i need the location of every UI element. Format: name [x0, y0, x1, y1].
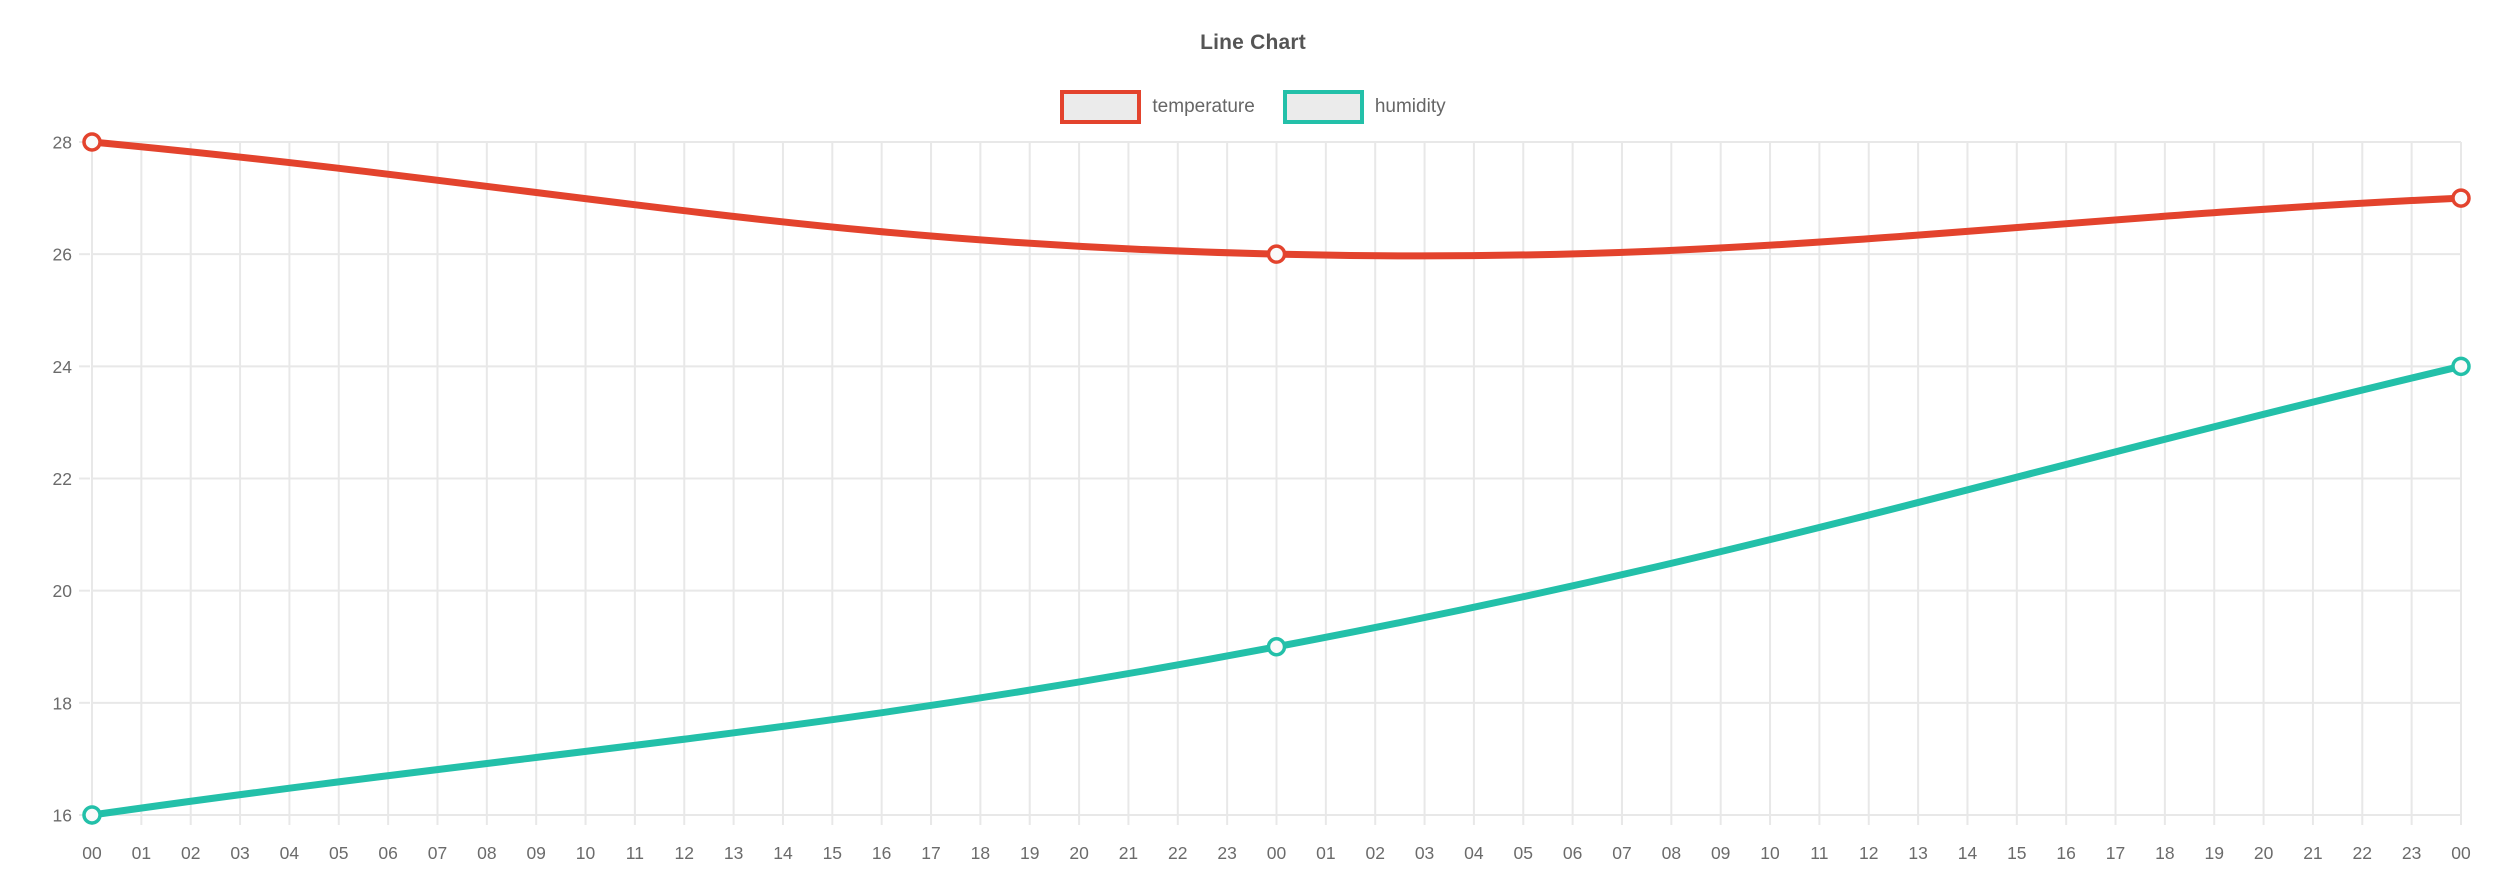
legend-label-temperature: temperature	[1152, 96, 1255, 117]
x-tick-label: 00	[1267, 843, 1287, 863]
x-tick-label: 20	[2254, 843, 2274, 863]
humidity-swatch	[1282, 90, 1364, 124]
temperature-point[interactable]	[2451, 188, 2471, 208]
x-tick-label: 17	[921, 843, 940, 863]
x-tick-label: 18	[971, 843, 990, 863]
x-tick-label: 07	[1612, 843, 1631, 863]
x-tick-label: 03	[230, 843, 249, 863]
legend-item-temperature[interactable]: temperature	[1060, 90, 1255, 124]
x-tick-label: 15	[2007, 843, 2026, 863]
x-tick-label: 21	[1119, 843, 1138, 863]
grid: 28 26 24 22 20 18 16 00 01 02 03 04 05 06 07 08 09 10 11 12…	[53, 133, 2471, 864]
legend-item-humidity[interactable]: humidity	[1282, 90, 1446, 124]
legend-label-humidity: humidity	[1374, 96, 1446, 117]
x-tick-label: 14	[773, 843, 793, 863]
y-tick-label: 28	[53, 133, 72, 153]
y-tick-label: 22	[53, 469, 72, 489]
y-tick-label: 16	[53, 806, 72, 826]
humidity-point[interactable]	[2451, 356, 2471, 377]
x-tick-label: 08	[1662, 843, 1681, 863]
y-tick-label: 26	[53, 245, 72, 265]
x-tick-label: 12	[1859, 843, 1878, 863]
x-tick-label: 00	[2451, 843, 2471, 863]
x-tick-label: 09	[526, 843, 545, 863]
x-tick-label: 06	[1563, 843, 1582, 863]
y-tick-label: 18	[53, 693, 72, 713]
x-tick-label: 14	[1958, 843, 1978, 863]
x-tick-label: 01	[1316, 843, 1335, 863]
humidity-point[interactable]	[82, 805, 102, 825]
x-tick-label: 04	[280, 843, 300, 863]
temperature-point[interactable]	[1266, 244, 1287, 264]
chart-legend: temperature humidity	[0, 90, 2506, 124]
x-tick-label: 13	[724, 843, 743, 863]
x-tick-label: 11	[1810, 843, 1828, 863]
x-tick-label: 23	[1217, 843, 1236, 863]
x-tick-label: 12	[675, 843, 694, 863]
x-tick-label: 16	[872, 843, 891, 863]
x-tick-label: 03	[1415, 843, 1434, 863]
x-tick-label: 23	[2402, 843, 2421, 863]
x-tick-label: 16	[2056, 843, 2075, 863]
x-tick-label: 05	[1514, 843, 1533, 863]
x-tick-label: 09	[1711, 843, 1730, 863]
x-tick-label: 11	[626, 843, 644, 863]
x-tick-label: 22	[2353, 843, 2372, 863]
x-tick-label: 15	[823, 843, 842, 863]
y-tick-label: 24	[53, 357, 73, 377]
x-tick-label: 01	[132, 843, 151, 863]
x-tick-label: 13	[1908, 843, 1927, 863]
x-tick-label: 21	[2303, 843, 2322, 863]
temperature-swatch	[1060, 90, 1142, 124]
x-tick-label: 04	[1464, 843, 1484, 863]
x-tick-label: 10	[576, 843, 596, 863]
x-tick-label: 05	[329, 843, 348, 863]
x-tick-label: 22	[1168, 843, 1187, 863]
humidity-point[interactable]	[1266, 637, 1287, 657]
x-tick-label: 02	[181, 843, 200, 863]
x-tick-label: 19	[1020, 843, 1039, 863]
x-tick-label: 07	[428, 843, 447, 863]
x-tick-label: 02	[1365, 843, 1384, 863]
x-tick-label: 17	[2106, 843, 2125, 863]
x-tick-label: 00	[82, 843, 102, 863]
x-tick-label: 19	[2204, 843, 2223, 863]
x-tick-label: 08	[477, 843, 496, 863]
chart-title: Line Chart	[1200, 31, 1306, 54]
x-tick-label: 20	[1069, 843, 1089, 863]
x-tick-label: 18	[2155, 843, 2174, 863]
x-tick-label: 10	[1760, 843, 1780, 863]
y-tick-label: 20	[53, 581, 73, 601]
x-tick-label: 06	[378, 843, 397, 863]
temperature-point[interactable]	[82, 132, 102, 152]
